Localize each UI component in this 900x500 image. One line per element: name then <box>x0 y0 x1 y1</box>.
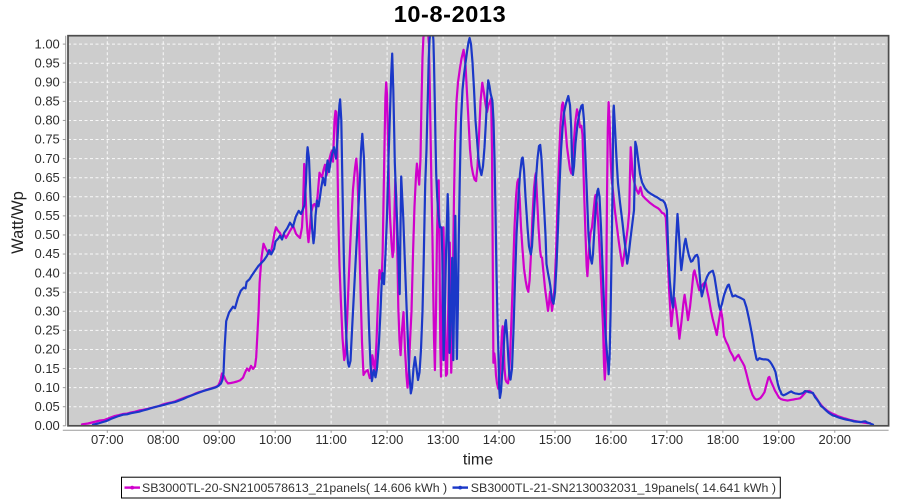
svg-text:10:00: 10:00 <box>259 432 292 447</box>
svg-text:0.40: 0.40 <box>34 265 59 280</box>
svg-text:11:00: 11:00 <box>315 432 347 447</box>
svg-text:0.85: 0.85 <box>34 94 59 109</box>
svg-text:0.80: 0.80 <box>34 113 59 128</box>
svg-text:08:00: 08:00 <box>147 432 180 447</box>
svg-text:0.45: 0.45 <box>34 246 59 261</box>
svg-text:0.65: 0.65 <box>34 170 59 185</box>
svg-text:0.15: 0.15 <box>34 361 59 376</box>
svg-text:0.35: 0.35 <box>34 284 59 299</box>
svg-text:0.50: 0.50 <box>34 227 59 242</box>
svg-text:20:00: 20:00 <box>819 432 852 447</box>
svg-text:17:00: 17:00 <box>651 432 684 447</box>
svg-text:09:00: 09:00 <box>203 432 236 447</box>
svg-text:13:00: 13:00 <box>427 432 460 447</box>
svg-text:14:00: 14:00 <box>483 432 516 447</box>
svg-text:SB3000TL-21-SN2130032031_19pan: SB3000TL-21-SN2130032031_19panels( 14.64… <box>471 481 776 495</box>
svg-text:07:00: 07:00 <box>91 432 124 447</box>
svg-text:0.20: 0.20 <box>34 342 59 357</box>
svg-text:0.25: 0.25 <box>34 323 59 338</box>
svg-text:1.00: 1.00 <box>34 36 59 51</box>
svg-text:Watt/Wp: Watt/Wp <box>9 191 27 254</box>
svg-text:0.55: 0.55 <box>34 208 59 223</box>
svg-text:0.00: 0.00 <box>34 418 59 433</box>
svg-text:16:00: 16:00 <box>595 432 628 447</box>
svg-text:0.60: 0.60 <box>34 189 59 204</box>
svg-text:0.05: 0.05 <box>34 399 59 414</box>
svg-text:0.95: 0.95 <box>34 55 59 70</box>
svg-text:0.75: 0.75 <box>34 132 59 147</box>
svg-text:SB3000TL-20-SN2100578613_21pan: SB3000TL-20-SN2100578613_21panels( 14.60… <box>142 481 447 495</box>
svg-text:18:00: 18:00 <box>707 432 740 447</box>
svg-text:0.90: 0.90 <box>34 74 59 89</box>
svg-text:0.70: 0.70 <box>34 151 59 166</box>
svg-text:19:00: 19:00 <box>763 432 796 447</box>
svg-text:12:00: 12:00 <box>371 432 404 447</box>
svg-text:time: time <box>463 452 493 469</box>
svg-text:15:00: 15:00 <box>539 432 572 447</box>
svg-text:0.10: 0.10 <box>34 380 59 395</box>
svg-text:0.30: 0.30 <box>34 303 59 318</box>
svg-text:10-8-2013: 10-8-2013 <box>394 1 507 27</box>
